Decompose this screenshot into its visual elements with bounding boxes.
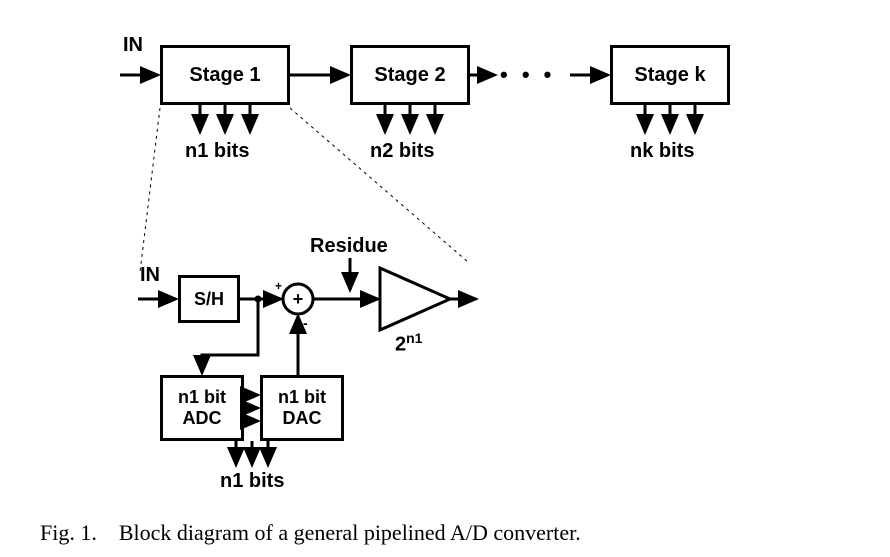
detail-bits-label: n1 bits: [220, 470, 284, 493]
gain-label: 2n1: [395, 330, 422, 357]
adc-label: n1 bit ADC: [178, 387, 226, 428]
stage1-bits-label: n1 bits: [185, 140, 249, 163]
stagek-box: Stage k: [610, 45, 730, 105]
dac-box: n1 bit DAC: [260, 375, 344, 441]
amplifier-triangle: [380, 268, 450, 330]
stage2-bits-label: n2 bits: [370, 140, 434, 163]
sum-input-plus: +: [275, 279, 282, 293]
residue-label: Residue: [310, 235, 388, 258]
dac-label: n1 bit DAC: [278, 387, 326, 428]
sh-box: S/H: [178, 275, 240, 323]
adc-box: n1 bit ADC: [160, 375, 244, 441]
sh-label: S/H: [194, 289, 224, 310]
stagek-bits-label: nk bits: [630, 140, 694, 163]
caption-text: Block diagram of a general pipelined A/D…: [119, 520, 581, 545]
diagram-canvas: Stage 1 Stage 2 Stage k • • • IN n1 bits…: [0, 0, 890, 557]
in-label-top: IN: [123, 34, 143, 57]
figure-caption: Fig. 1. Block diagram of a general pipel…: [40, 520, 581, 546]
stagek-label: Stage k: [634, 64, 705, 87]
stage2-label: Stage 2: [374, 64, 445, 87]
ellipsis: • • •: [500, 62, 555, 88]
caption-prefix: Fig. 1.: [40, 520, 97, 545]
stage1-label: Stage 1: [189, 64, 260, 87]
in-label-detail: IN: [140, 264, 160, 287]
summing-plus: +: [293, 289, 304, 309]
stage2-box: Stage 2: [350, 45, 470, 105]
sum-input-minus: -: [303, 315, 308, 331]
summing-node: [283, 284, 313, 314]
sh-tap-dot: [255, 296, 262, 303]
expand-dashed-left: [140, 108, 160, 272]
stage1-box: Stage 1: [160, 45, 290, 105]
